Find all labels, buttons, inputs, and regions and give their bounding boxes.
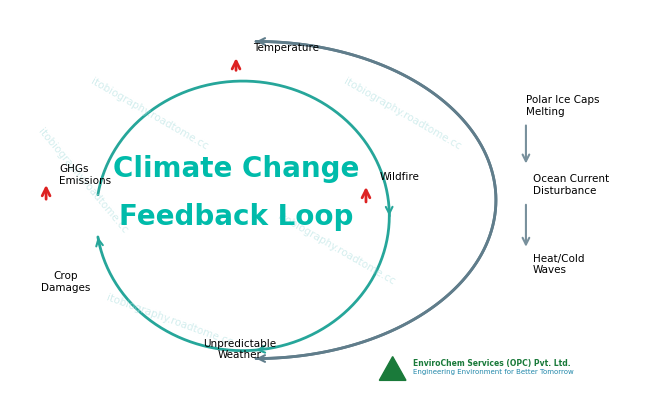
Text: GHGs
Emissions: GHGs Emissions	[59, 164, 112, 186]
Text: itobiography.roadtome.cc: itobiography.roadtome.cc	[105, 292, 234, 346]
Text: Feedback Loop: Feedback Loop	[119, 203, 353, 230]
Text: Engineering Environment for Better Tomorrow: Engineering Environment for Better Tomor…	[413, 369, 573, 374]
Polygon shape	[379, 357, 406, 381]
Text: Temperature: Temperature	[253, 43, 319, 53]
Text: Ocean Current
Disturbance: Ocean Current Disturbance	[533, 174, 609, 195]
Text: itobiography.roadtome.cc: itobiography.roadtome.cc	[89, 76, 210, 151]
Text: Crop
Damages: Crop Damages	[42, 271, 91, 292]
Text: Climate Change: Climate Change	[113, 155, 360, 183]
Text: itobiography.roadtome.cc: itobiography.roadtome.cc	[342, 76, 463, 151]
Text: Polar Ice Caps
Melting: Polar Ice Caps Melting	[526, 95, 599, 116]
Text: EnviroChem Services (OPC) Pvt. Ltd.: EnviroChem Services (OPC) Pvt. Ltd.	[413, 358, 571, 367]
Text: itobiography.roadtome.cc: itobiography.roadtome.cc	[36, 126, 130, 235]
Text: Heat/Cold
Waves: Heat/Cold Waves	[533, 253, 584, 275]
Text: Wildfire: Wildfire	[379, 172, 419, 182]
Text: itobiography.roadtome.cc: itobiography.roadtome.cc	[276, 211, 396, 286]
Text: Unpredictable
Weather: Unpredictable Weather	[203, 338, 276, 360]
